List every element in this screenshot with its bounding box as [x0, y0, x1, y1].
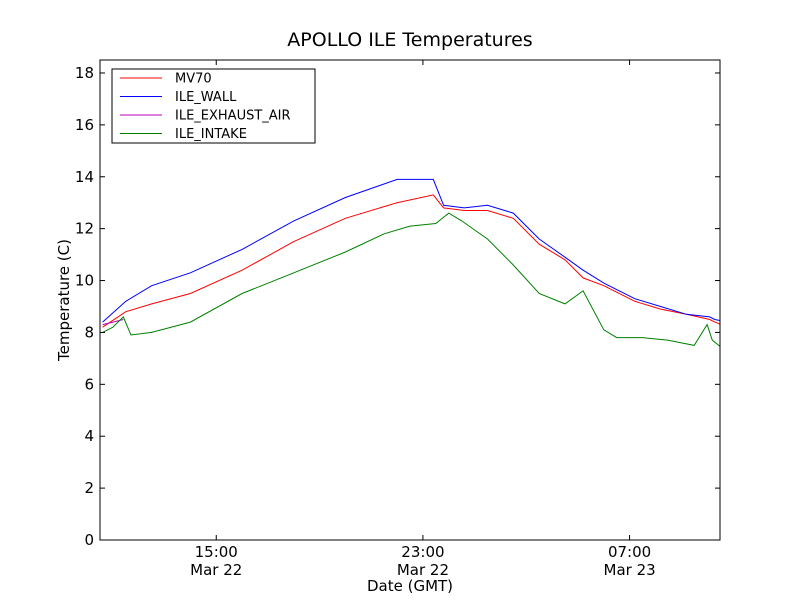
- x-tick-label-time: 23:00: [401, 543, 444, 561]
- plot-frame: [99, 59, 721, 541]
- y-tick-label: 0: [84, 531, 94, 549]
- series-line-ile-intake: [102, 212, 720, 348]
- x-tick-label-time: 15:00: [195, 543, 238, 561]
- legend-label: ILE_EXHAUST_AIR: [175, 109, 291, 124]
- series-line-mv70: [102, 194, 720, 328]
- y-tick-label: 2: [84, 479, 94, 497]
- series-group: [102, 178, 720, 348]
- x-tick-label-date: Mar 23: [604, 561, 656, 579]
- legend-frame: [111, 68, 316, 144]
- legend: MV70 ILE_WALL ILE_EXHAUST_AIR ILE_INTAKE: [111, 68, 316, 144]
- x-tick-label-date: Mar 22: [397, 561, 449, 579]
- x-axis-label: Date (GMT): [367, 577, 453, 595]
- legend-label: MV70: [175, 72, 212, 87]
- legend-label: ILE_INTAKE: [175, 127, 247, 142]
- y-tick-label: 12: [75, 220, 94, 238]
- y-tick-label: 6: [84, 375, 94, 393]
- y-tick-label: 4: [84, 427, 94, 445]
- y-tick-label: 10: [75, 272, 94, 290]
- y-axis: 0 2 4 6 8 10 12 14 16 18: [75, 64, 720, 549]
- y-tick-label: 8: [84, 323, 94, 341]
- y-tick-label: 14: [75, 168, 94, 186]
- chart-title: APOLLO ILE Temperatures: [287, 29, 532, 51]
- y-tick-label: 16: [75, 116, 94, 134]
- x-tick-label-date: Mar 22: [190, 561, 242, 579]
- legend-label: ILE_WALL: [175, 90, 237, 105]
- x-tick-label-time: 07:00: [608, 543, 651, 561]
- y-tick-label: 18: [75, 64, 94, 82]
- series-line-ile-wall: [102, 178, 720, 323]
- y-axis-label: Temperature (C): [55, 239, 73, 362]
